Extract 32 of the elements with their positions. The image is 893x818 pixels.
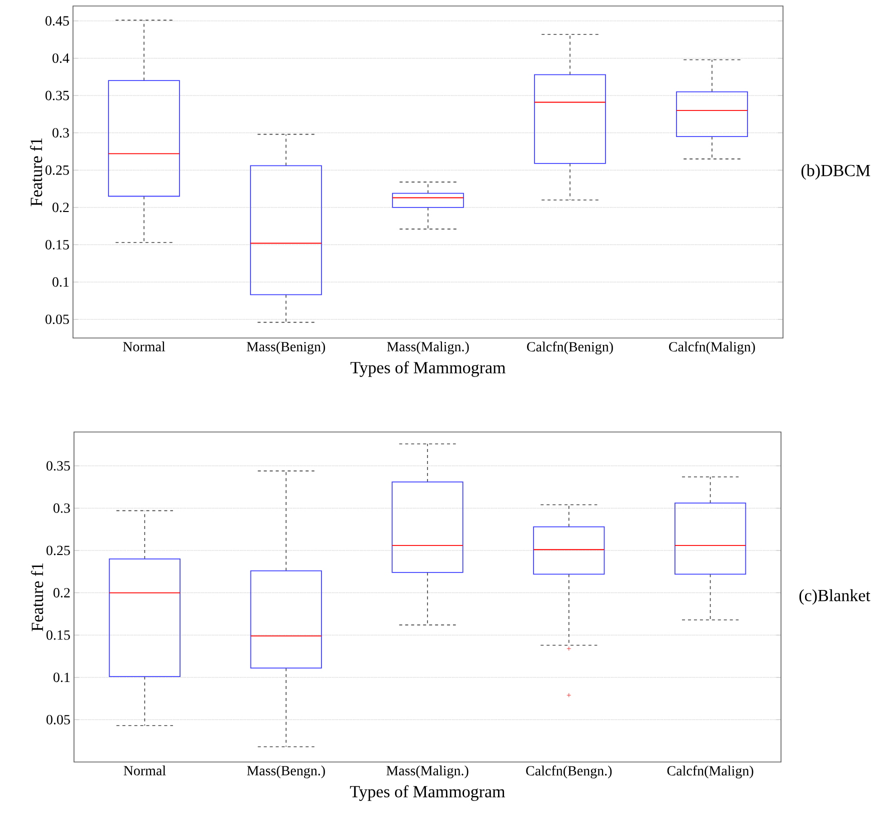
x-tick-label: Calcfn(Bengn.): [526, 766, 612, 778]
text: (b)DBCM: [801, 164, 870, 180]
y-tick-label: 0.05: [46, 714, 70, 724]
y-tick-label: 0.1: [54, 672, 70, 682]
x-tick-label: Calcfn(Malign): [667, 766, 754, 778]
y-axis-title: Feature f1: [31, 563, 44, 632]
y-tick-label: 0.3: [54, 503, 70, 513]
y-tick-label: 0.25: [46, 165, 69, 175]
y-tick-label: 0.2: [54, 588, 70, 598]
x-tick-label: Mass(Bengn.): [247, 766, 325, 778]
x-tick-label: Mass(Malign.): [387, 342, 469, 354]
y-tick-label: 0.05: [46, 314, 69, 324]
text: (c)Blanket: [799, 589, 870, 605]
x-axis-title: Types of Mammogram: [350, 361, 506, 377]
y-tick-label: 0.35: [46, 461, 70, 471]
x-tick-label: Normal: [123, 342, 166, 352]
y-tick-label: 0.25: [46, 546, 70, 556]
y-tick-label: 0.15: [46, 240, 69, 250]
y-tick-label: 0.3: [52, 128, 69, 138]
x-tick-label: Normal: [124, 766, 166, 776]
y-tick-label: 0.35: [46, 90, 69, 100]
x-tick-label: Calcfn(Malign): [669, 342, 755, 354]
y-tick-label: 0.45: [46, 16, 69, 26]
x-axis-title: Types of Mammogram: [350, 785, 506, 801]
x-tick-label: Mass(Benign): [246, 342, 326, 354]
y-tick-label: 0.2: [52, 202, 69, 212]
y-tick-label: 0.1: [52, 277, 69, 287]
y-tick-label: 0.4: [52, 53, 70, 63]
x-tick-label: Calcfn(Benign): [527, 342, 613, 354]
y-axis-title: Feature f1: [30, 138, 42, 206]
y-tick-label: 0.15: [46, 630, 70, 640]
x-tick-label: Mass(Malign.): [386, 766, 468, 778]
